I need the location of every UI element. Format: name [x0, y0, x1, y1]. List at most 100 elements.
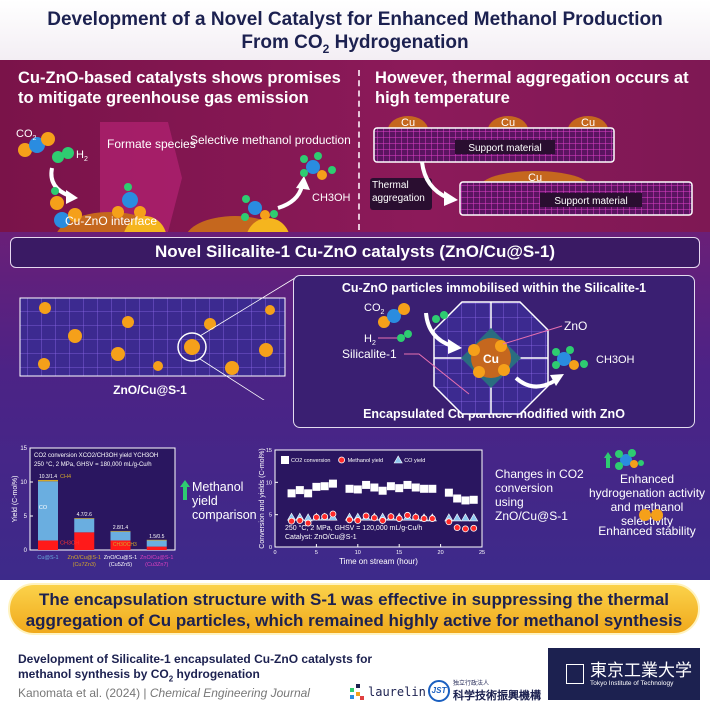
- problem-section: Cu-ZnO-based catalysts shows promises to…: [0, 60, 710, 232]
- cu-label-big: Cu: [528, 172, 542, 184]
- bar-ch3oh: [110, 540, 131, 550]
- annotation: CH4: [60, 474, 71, 480]
- data-point-methanol-yield: [420, 515, 428, 522]
- category-label: (Cu5Zn5): [109, 562, 132, 568]
- legend-label: Methanol yield: [348, 458, 383, 464]
- bar-ch4: [146, 539, 167, 541]
- thermal-label: Thermal aggregation: [372, 180, 425, 204]
- data-point-methanol-yield: [445, 518, 453, 526]
- data-point-co-yield: [452, 513, 462, 522]
- banner-line1: The encapsulation structure with S-1 was…: [38, 590, 670, 609]
- x-tick-label: 25: [479, 550, 485, 556]
- zno-cu-s1-label: ZnO/Cu@S-1: [113, 383, 187, 397]
- data-point-co2-conversion: [461, 496, 470, 505]
- bar-co: [146, 540, 167, 547]
- enhanced-stability-label: Enhanced stability: [598, 524, 696, 538]
- bar-co: [74, 518, 95, 533]
- bar-ch3oh: [146, 546, 167, 550]
- divider: [358, 70, 360, 230]
- y-tick-label: 5: [269, 513, 272, 519]
- banner-line2: aggregation of Cu particles, which remai…: [25, 611, 683, 630]
- citation: Kanomata et al. (2024) | Chemical Engine…: [18, 686, 310, 700]
- methanol-molecule-icon: [604, 448, 644, 477]
- jst-logo: JST 独立行政法人 科学技術振興機構: [428, 678, 541, 703]
- category-label: ZnO/Cu@S-1: [68, 555, 101, 561]
- ch3oh-label: CH3OH: [312, 192, 351, 204]
- data-point-co2-conversion: [353, 485, 362, 494]
- data-label: 4.7/2.6: [77, 512, 93, 518]
- cu-label-3: Cu: [581, 117, 595, 129]
- data-point-methanol-yield: [428, 515, 436, 522]
- title-line2: From CO2 Hydrogenation: [241, 32, 469, 56]
- selective-label: Selective methanol production: [190, 133, 351, 147]
- conclusion-banner: The encapsulation structure with S-1 was…: [8, 583, 700, 635]
- methanol-yield-bar-chart: 0 5 10 15 Yield (C-mol%) CO2 conversion XCO2/…: [12, 446, 176, 568]
- interface-label: Cu-ZnO interface: [65, 214, 157, 228]
- right-heading: However, thermal aggregation occurs at h…: [375, 69, 689, 107]
- data-point-co2-conversion: [320, 482, 329, 491]
- octagon-illustration: Cu CO2 H2 Silicalite-1 ZnO CH3OH: [342, 301, 635, 415]
- green-up-arrow-icon: [180, 480, 190, 505]
- data-point-co2-conversion: [453, 494, 462, 503]
- laurelin-logo: laurelin: [350, 684, 426, 700]
- panel-title: Cu-ZnO particles immobilised within the …: [341, 281, 647, 295]
- data-point-methanol-yield: [387, 513, 395, 521]
- category-label: (Cu7Zn3): [73, 562, 96, 568]
- illustration: CO2 H2 Formate species Selective methano…: [16, 116, 693, 232]
- data-point-co2-conversion: [428, 484, 437, 493]
- changes-label: Changes in CO2 conversion using ZnO/Cu@S…: [495, 467, 584, 523]
- methanol-comparison-label: Methanol yield comparison: [192, 480, 257, 522]
- x-tick-label: 10: [355, 550, 361, 556]
- chevron-shape: [100, 122, 182, 232]
- y-tick-label: 5: [24, 514, 28, 520]
- bar-ch3oh: [74, 532, 95, 550]
- data-point-methanol-yield: [346, 516, 353, 524]
- formate-label: Formate species: [107, 137, 196, 151]
- category-label: ZnO/Cu@S-1: [140, 555, 173, 561]
- cu-label: Cu: [483, 352, 499, 366]
- data-point-methanol-yield: [370, 514, 378, 522]
- category-label: ZnO/Cu@S-1: [104, 555, 137, 561]
- data-point-methanol-yield: [304, 519, 312, 527]
- legend-marker: [338, 456, 345, 464]
- data-point-co2-conversion: [362, 480, 371, 489]
- support-label-2: Support material: [554, 196, 627, 207]
- data-point-methanol-yield: [354, 517, 362, 524]
- data-point-co2-conversion: [328, 479, 337, 488]
- data-point-co2-conversion: [287, 489, 296, 498]
- data-point-methanol-yield: [462, 525, 469, 533]
- data-point-co2-conversion: [312, 482, 321, 491]
- data-point-co2-conversion: [370, 483, 379, 492]
- legend-label: CO2 conversion: [291, 458, 330, 464]
- condition-text: 250 °C, 2 MPa, GHSV = 120,000 mL/g-Cu/h: [285, 524, 422, 532]
- bar-ch4: [38, 479, 58, 482]
- y-tick-label: 15: [266, 448, 272, 454]
- data-point-co2-conversion: [403, 480, 412, 489]
- paper-title: Development of Silicalite-1 encapsulated…: [18, 652, 373, 684]
- co2-label: CO2: [364, 302, 385, 316]
- stability-icon: [638, 508, 664, 527]
- zno-label: ZnO: [564, 319, 587, 333]
- x-tick-label: 0: [273, 550, 276, 556]
- bar-ch3oh: [38, 540, 58, 550]
- data-point-methanol-yield: [412, 513, 420, 521]
- legend-label: CO yield: [404, 458, 425, 464]
- x-tick-label: 5: [315, 550, 318, 556]
- legend-marker: [393, 455, 403, 464]
- y-axis-label: Conversion and yields (C-mol%): [259, 448, 266, 548]
- stability-scatter-chart: 0 5 10 15 0 5 10 15 20 25 Time on stream (hour) Con…: [259, 448, 485, 566]
- y-tick-label: 0: [24, 548, 28, 554]
- data-label: 1.5/0.5: [149, 534, 165, 540]
- data-point-methanol-yield: [379, 517, 387, 524]
- y-tick-label: 10: [266, 480, 272, 486]
- laurelin-mark-icon: [350, 684, 364, 700]
- data-point-co2-conversion: [469, 495, 478, 504]
- data-point-co-yield: [469, 513, 479, 522]
- x-axis-label: Time on stream (hour): [339, 557, 418, 566]
- data-point-co2-conversion: [420, 484, 429, 493]
- silicalite-label: Silicalite-1: [342, 347, 397, 361]
- zno-cu-s1-grid-illustration: ZnO/Cu@S-1: [19, 277, 295, 400]
- x-tick-label: 15: [396, 550, 402, 556]
- left-heading: Cu-ZnO-based catalysts shows promises to…: [18, 69, 341, 107]
- data-point-co2-conversion: [304, 489, 313, 498]
